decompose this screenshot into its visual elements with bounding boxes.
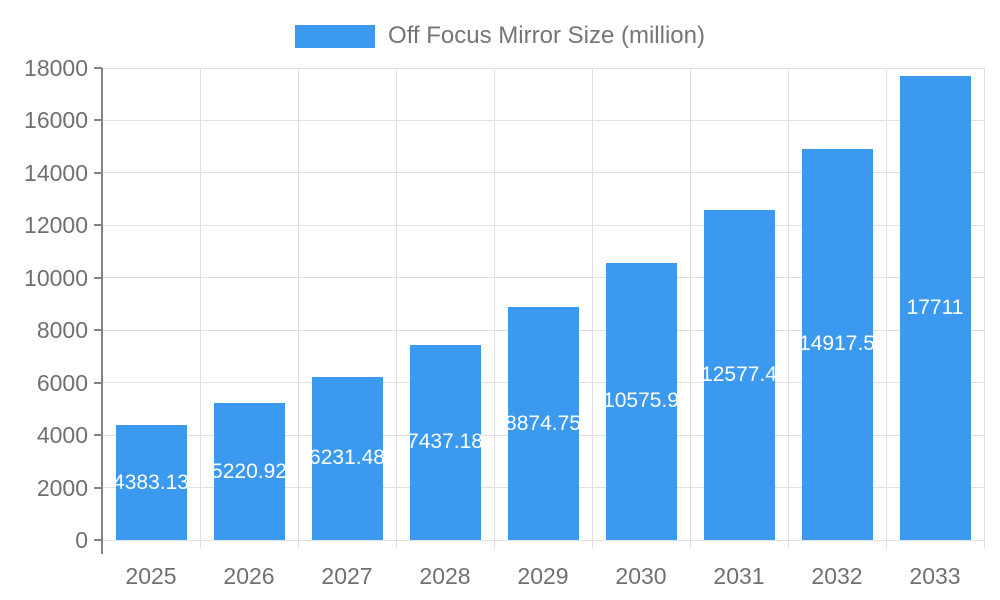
y-axis-tick-label: 2000: [36, 474, 88, 501]
x-axis-tick-label: 2026: [223, 563, 275, 589]
y-axis-tick-label: 16000: [24, 107, 88, 134]
y-axis-line: [101, 68, 103, 554]
bar: 4383.13: [115, 425, 187, 540]
y-axis-tick-label: 14000: [24, 159, 88, 186]
y-tick: [94, 434, 102, 437]
bar: 7437.18: [409, 344, 481, 540]
x-axis-tick-label: 2031: [713, 563, 765, 589]
x-tick: [885, 540, 887, 548]
x-gridline: [493, 68, 495, 540]
x-tick: [689, 540, 691, 548]
legend-label: Off Focus Mirror Size (million): [388, 22, 705, 49]
bar-value-label: 7437.18: [409, 430, 481, 454]
x-axis-tick-label: 2028: [419, 563, 471, 589]
bar-value-label: 5220.92: [213, 459, 285, 483]
y-gridline: [102, 277, 984, 279]
bar-value-label: 8874.75: [507, 411, 579, 435]
y-gridline: [102, 224, 984, 226]
bar-value-label: 17711: [906, 295, 964, 319]
x-gridline: [297, 68, 299, 540]
legend-swatch: [295, 24, 376, 48]
y-tick: [94, 329, 102, 332]
x-tick: [199, 540, 201, 548]
bar: 5220.92: [213, 403, 285, 540]
y-tick: [94, 381, 102, 384]
x-gridline: [591, 68, 593, 540]
bar: 8874.75: [507, 307, 579, 540]
bar-value-label: 4383.13: [115, 470, 187, 494]
bar: 10575.9: [605, 262, 677, 540]
y-tick: [94, 276, 102, 279]
y-tick: [94, 224, 102, 227]
y-axis-tick-label: 12000: [24, 212, 88, 239]
y-axis-tick-label: 10000: [24, 264, 88, 291]
y-tick: [94, 67, 102, 69]
x-axis-tick-label: 2030: [615, 563, 667, 589]
x-tick: [983, 540, 985, 548]
y-tick: [94, 119, 102, 122]
y-gridline: [102, 119, 984, 121]
bar: 17711: [899, 75, 971, 540]
x-tick: [395, 540, 397, 548]
y-gridline: [102, 67, 984, 69]
y-axis-tick-label: 18000: [24, 55, 88, 81]
x-axis-tick-label: 2027: [321, 563, 373, 589]
x-axis-tick-label: 2033: [909, 563, 961, 589]
bar-value-label: 10575.9: [605, 389, 677, 413]
x-axis-tick-label: 2032: [811, 563, 863, 589]
x-tick: [297, 540, 299, 548]
x-gridline: [787, 68, 789, 540]
y-tick: [94, 539, 102, 541]
y-axis-tick-label: 4000: [36, 422, 88, 449]
bar-value-label: 12577.4: [703, 363, 775, 387]
x-axis-tick-label: 2025: [125, 563, 177, 589]
x-tick: [591, 540, 593, 548]
bar-value-label: 14917.5: [801, 332, 873, 356]
y-axis-tick-label: 0: [75, 527, 88, 553]
y-axis-tick-label: 6000: [36, 369, 88, 396]
y-axis-tick-label: 8000: [36, 317, 88, 344]
bar-value-label: 6231.48: [311, 446, 383, 470]
x-axis-tick-label: 2029: [517, 563, 569, 589]
x-gridline: [199, 68, 201, 540]
x-gridline: [689, 68, 691, 540]
bar: 12577.4: [703, 210, 775, 540]
x-gridline: [395, 68, 397, 540]
x-tick: [493, 540, 495, 548]
x-tick: [787, 540, 789, 548]
x-gridline: [885, 68, 887, 540]
y-tick: [94, 171, 102, 174]
y-gridline: [102, 172, 984, 174]
y-gridline: [102, 539, 984, 541]
bar: 6231.48: [311, 376, 383, 540]
bar: 14917.5: [801, 148, 873, 540]
legend: Off Focus Mirror Size (million): [0, 24, 1000, 48]
y-tick: [94, 486, 102, 489]
x-gridline: [983, 68, 985, 540]
